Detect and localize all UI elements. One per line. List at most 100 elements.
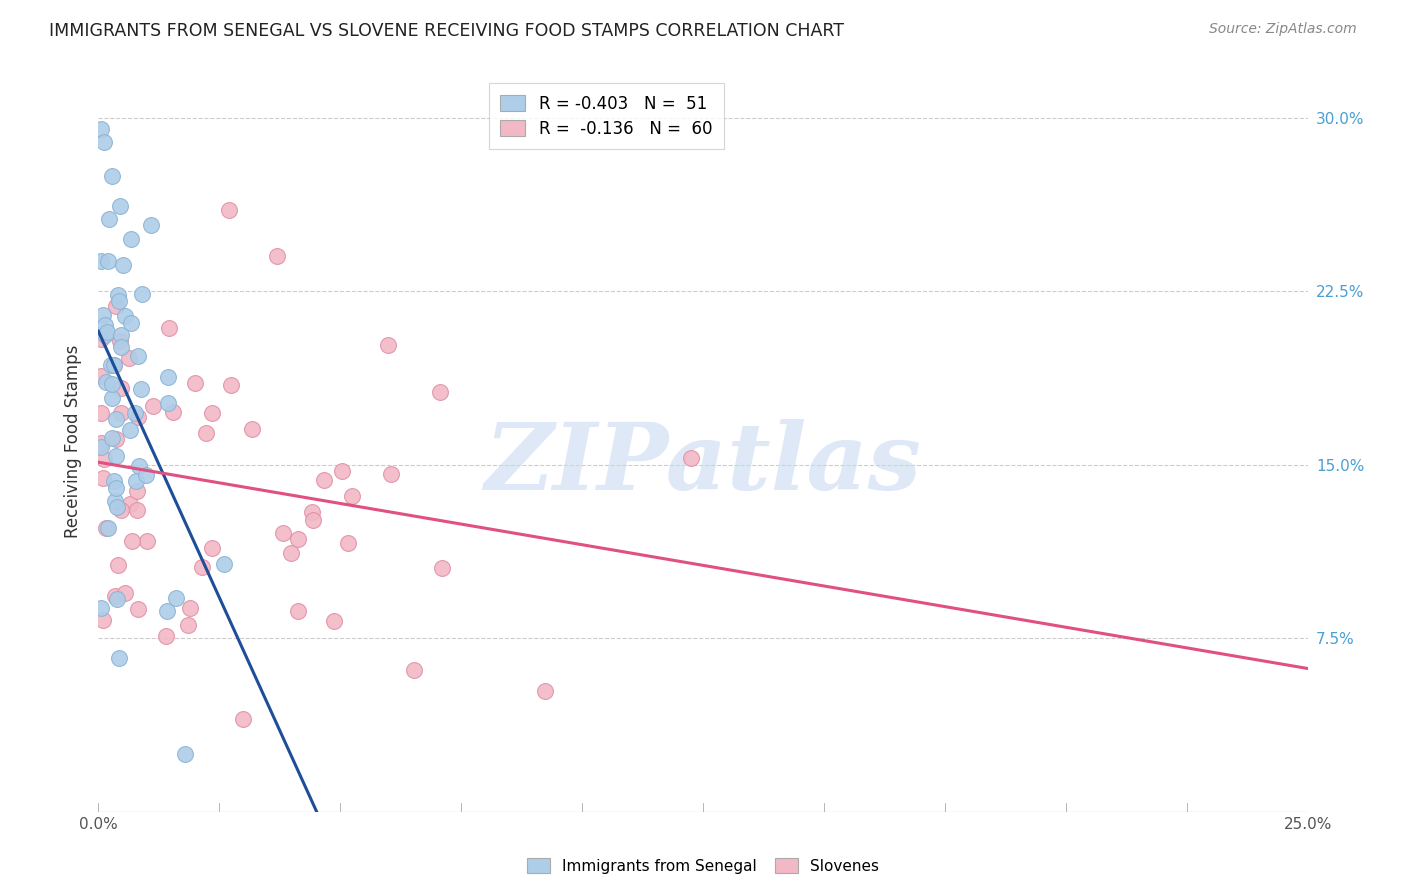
Point: [162, 405, 184, 419]
Point: [91, 613, 114, 627]
Point: [104, 432, 127, 446]
Y-axis label: Receiving Food Stamps: Receiving Food Stamps: [65, 345, 83, 538]
Point: [103, 474, 125, 488]
Point: [108, 334, 131, 349]
Point: [128, 458, 150, 473]
Point: [322, 614, 344, 628]
Point: [301, 505, 323, 519]
Point: [110, 381, 132, 395]
Point: [127, 503, 149, 517]
Point: [90, 368, 112, 383]
Point: [174, 747, 197, 761]
Point: [110, 340, 132, 354]
Point: [94, 375, 117, 389]
Point: [114, 585, 136, 599]
Point: [105, 500, 128, 514]
Point: [201, 406, 224, 420]
Point: [120, 317, 142, 331]
Point: [110, 327, 132, 342]
Point: [534, 684, 557, 698]
Point: [157, 321, 180, 335]
Point: [90, 406, 112, 420]
Point: [271, 525, 294, 540]
Point: [101, 376, 124, 391]
Point: [142, 400, 165, 414]
Point: [110, 503, 132, 517]
Point: [90, 601, 112, 615]
Point: [157, 370, 180, 384]
Point: [280, 546, 302, 560]
Point: [96, 325, 118, 339]
Point: [96, 521, 118, 535]
Point: [141, 218, 163, 232]
Point: [110, 406, 132, 420]
Point: [90, 440, 112, 454]
Point: [679, 450, 702, 465]
Point: [121, 533, 143, 548]
Point: [103, 358, 125, 372]
Point: [104, 481, 127, 495]
Point: [124, 406, 146, 420]
Point: [100, 391, 122, 405]
Point: [302, 513, 325, 527]
Point: [90, 332, 112, 346]
Point: [127, 349, 149, 363]
Text: IMMIGRANTS FROM SENEGAL VS SLOVENE RECEIVING FOOD STAMPS CORRELATION CHART: IMMIGRANTS FROM SENEGAL VS SLOVENE RECEI…: [49, 22, 844, 40]
Point: [212, 557, 235, 571]
Point: [90, 122, 112, 136]
Legend: R = -0.403   N =  51, R =  -0.136   N =  60: R = -0.403 N = 51, R = -0.136 N = 60: [489, 83, 724, 149]
Point: [184, 376, 207, 391]
Point: [131, 287, 153, 301]
Point: [314, 473, 336, 487]
Point: [340, 489, 363, 503]
Point: [127, 602, 149, 616]
Point: [101, 431, 124, 445]
Point: [380, 467, 402, 481]
Point: [330, 464, 353, 478]
Point: [266, 249, 288, 263]
Point: [90, 253, 112, 268]
Point: [107, 558, 129, 573]
Point: [179, 601, 201, 615]
Point: [91, 308, 114, 322]
Point: [336, 536, 359, 550]
Point: [287, 533, 309, 547]
Point: [219, 377, 242, 392]
Point: [93, 136, 115, 150]
Point: [105, 592, 128, 607]
Point: [156, 604, 179, 618]
Point: [94, 328, 117, 343]
Point: [118, 423, 141, 437]
Point: [112, 258, 135, 272]
Point: [97, 521, 120, 535]
Point: [101, 169, 124, 183]
Point: [125, 483, 148, 498]
Legend: Immigrants from Senegal, Slovenes: Immigrants from Senegal, Slovenes: [520, 852, 886, 880]
Point: [232, 712, 254, 726]
Point: [103, 358, 125, 372]
Point: [107, 287, 129, 301]
Point: [104, 494, 127, 508]
Point: [404, 664, 426, 678]
Point: [136, 533, 159, 548]
Point: [135, 467, 157, 482]
Point: [125, 474, 148, 488]
Point: [195, 426, 218, 441]
Point: [120, 232, 142, 246]
Text: Source: ZipAtlas.com: Source: ZipAtlas.com: [1209, 22, 1357, 37]
Point: [377, 338, 399, 352]
Point: [104, 449, 127, 463]
Point: [240, 422, 263, 436]
Point: [104, 300, 127, 314]
Point: [105, 412, 128, 426]
Point: [94, 318, 117, 332]
Point: [91, 471, 114, 485]
Point: [429, 384, 451, 399]
Point: [165, 591, 187, 605]
Point: [127, 409, 149, 424]
Point: [107, 293, 129, 308]
Text: ZIPatlas: ZIPatlas: [485, 418, 921, 508]
Point: [200, 541, 222, 555]
Point: [104, 589, 127, 603]
Point: [97, 254, 120, 268]
